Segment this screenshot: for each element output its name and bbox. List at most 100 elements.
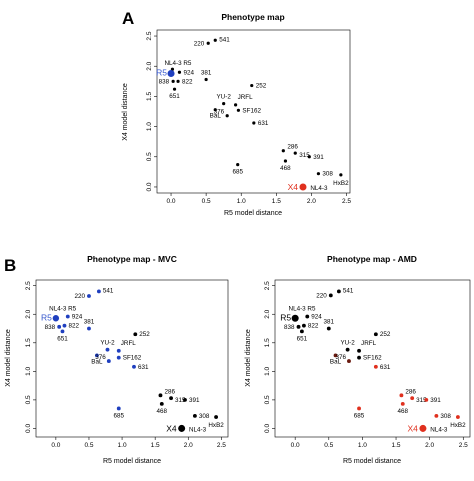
- point-label: 286: [405, 388, 416, 395]
- point-label: 381: [201, 70, 212, 77]
- y-tick-label: 0.5: [146, 152, 153, 161]
- plot-frame: [35, 279, 229, 438]
- data-point: [65, 314, 70, 319]
- point-label: 468: [157, 408, 168, 415]
- point-label: 252: [380, 331, 391, 338]
- data-point: [347, 359, 351, 363]
- y-tick-label: 1.5: [146, 92, 153, 101]
- data-point: [213, 38, 217, 42]
- data-point: [214, 415, 219, 419]
- x-tick-label: 0.0: [51, 442, 60, 449]
- x-tick-label: 0.0: [167, 198, 176, 205]
- point-label: 685: [232, 169, 243, 176]
- point-label: 381: [324, 319, 335, 326]
- point-label: 286: [287, 144, 298, 151]
- point-label: HxB2: [333, 180, 349, 187]
- chart-title: Phenotype map - MVC: [87, 254, 177, 264]
- data-point: [424, 397, 429, 402]
- point-label: YU-2: [100, 340, 115, 347]
- y-axis-label: X4 model distance: [245, 329, 252, 387]
- x-tick-label: 2.5: [342, 198, 351, 205]
- x-tick-label: 1.0: [237, 198, 246, 205]
- y-tick-label: 2.5: [25, 281, 32, 290]
- point-label: SF162: [123, 355, 142, 362]
- data-point: [105, 347, 110, 352]
- chart-phenotype-map-mvc: Phenotype map - MVC 0.0 0.5 1.0 1.5 2.0 2.5 0.0…: [5, 254, 229, 465]
- point-label: R5: [41, 312, 52, 322]
- x-tick-label: 0.0: [291, 442, 300, 449]
- point-label: NL4-3: [189, 426, 207, 433]
- point-label: NL4-3 R5: [49, 305, 76, 312]
- data-point: [283, 159, 288, 163]
- data-point: [133, 332, 138, 337]
- x-tick-label: 2.5: [459, 442, 468, 449]
- point-label: R5: [280, 312, 291, 322]
- y-tick-label: 2.0: [264, 309, 271, 318]
- point-label: 541: [103, 287, 114, 294]
- data-point: [169, 396, 173, 401]
- point-label: 631: [380, 364, 391, 371]
- point-label: 838: [284, 324, 295, 331]
- x-tick-label: 0.5: [84, 442, 93, 449]
- point-label: 220: [316, 292, 327, 299]
- data-point: [62, 323, 67, 328]
- data-point: [96, 289, 101, 294]
- point-label: 391: [313, 154, 324, 161]
- data-point: [336, 289, 341, 294]
- data-point: [281, 149, 285, 153]
- y-tick-label: 1.0: [25, 366, 32, 375]
- data-point: [236, 163, 240, 167]
- data-point: [57, 324, 62, 329]
- point-label: 651: [169, 93, 180, 100]
- point-label: 315: [299, 152, 310, 159]
- point-label: 822: [308, 323, 319, 330]
- data-point: [52, 315, 60, 322]
- data-point: [252, 121, 256, 125]
- point-label: 822: [182, 78, 193, 85]
- data-point: [171, 79, 175, 83]
- point-label: 651: [297, 335, 308, 342]
- data-point: [357, 406, 361, 411]
- panel-letter-a: A: [122, 9, 134, 28]
- point-label: BaL: [330, 358, 342, 365]
- point-label: JRFL: [238, 94, 254, 101]
- chart-phenotype-map-amd: Phenotype map - AMD 0.0 0.5 1.0 1.5 2.0 2.5 0.0…: [245, 254, 471, 465]
- data-point: [116, 355, 121, 360]
- data-point: [116, 406, 121, 411]
- x-tick-label: 0.5: [324, 442, 333, 449]
- x-tick-label: 1.5: [272, 198, 281, 205]
- point-label: 685: [114, 412, 125, 419]
- point-label: 315: [175, 397, 186, 404]
- data-point: [192, 413, 197, 418]
- data-point: [204, 77, 208, 82]
- point-label: 924: [183, 69, 194, 76]
- x-tick-label: 1.5: [392, 442, 401, 449]
- point-label: SF162: [242, 107, 261, 114]
- x-tick-label: 2.0: [425, 442, 434, 449]
- point-label: 651: [57, 335, 68, 342]
- y-tick-label: 1.0: [146, 122, 153, 131]
- data-point: [178, 424, 186, 432]
- data-point: [172, 87, 177, 91]
- x-tick-label: 0.5: [202, 198, 211, 205]
- x-axis-label: R5 model distance: [103, 458, 161, 465]
- point-label: NL4-3: [310, 185, 328, 192]
- x-tick-label: 1.5: [151, 442, 160, 449]
- point-label: YU-2: [216, 94, 231, 101]
- point-label: 541: [343, 287, 354, 294]
- data-point: [158, 393, 163, 398]
- data-point: [357, 355, 361, 360]
- point-label: JRFL: [361, 340, 377, 347]
- point-label: NL4-3: [430, 426, 448, 433]
- x-tick-label: 2.0: [184, 442, 193, 449]
- y-tick-label: 0.0: [25, 424, 32, 433]
- y-axis-label: X4 model distance: [122, 83, 129, 141]
- point-label: 391: [430, 397, 441, 404]
- data-point: [183, 397, 187, 402]
- point-label: 252: [139, 331, 150, 338]
- data-point: [116, 348, 121, 353]
- point-label: 685: [354, 412, 365, 419]
- x-tick-label: 2.0: [307, 198, 316, 205]
- data-point: [399, 393, 404, 398]
